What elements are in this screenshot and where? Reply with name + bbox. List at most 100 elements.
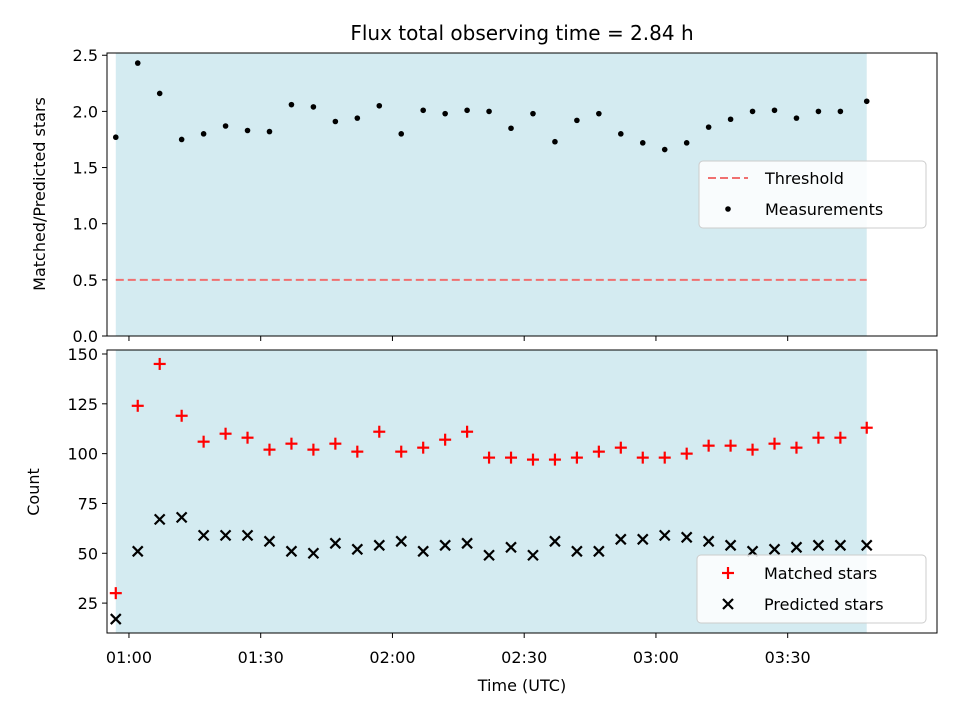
- cross-b: [860, 539, 873, 552]
- matched-star-point: [570, 451, 583, 464]
- y-tick-label: 125: [67, 395, 98, 414]
- predicted-star-point: [636, 533, 649, 546]
- measurement-point: [639, 140, 646, 146]
- predicted-star-point: [439, 539, 451, 552]
- cross-b: [702, 535, 715, 548]
- legend-box: [696, 554, 927, 624]
- cross-b: [571, 545, 583, 558]
- measurement-point: [354, 115, 361, 121]
- cross-b: [658, 529, 671, 542]
- predicted-star-point: [549, 535, 561, 548]
- cross-b: [461, 537, 473, 550]
- measurement-point: [837, 108, 844, 115]
- matched-star-point: [395, 445, 408, 458]
- measurement-point: [266, 128, 273, 135]
- cross-b: [110, 613, 122, 625]
- measurement-point: [310, 104, 317, 110]
- measurement-point: [596, 110, 602, 117]
- measurement-point: [863, 98, 870, 105]
- predicted-star-point: [483, 549, 495, 562]
- cross-b: [724, 539, 737, 552]
- measurement-point: [793, 115, 800, 121]
- plot-frame: [106, 52, 938, 337]
- matched-star-point: [724, 439, 737, 452]
- cross-b: [373, 539, 386, 552]
- predicted-star-point: [571, 545, 583, 558]
- measurement-point: [156, 90, 163, 97]
- measurement-point: [771, 107, 778, 114]
- predicted-star-point: [812, 539, 825, 552]
- bottom-legend: Matched stars Predicted stars: [696, 554, 927, 624]
- legend-measurements-label: Measurements: [765, 200, 883, 219]
- cross-b: [197, 529, 210, 542]
- matched-star-point: [439, 433, 452, 446]
- y-tick-label: 0.5: [73, 271, 98, 290]
- predicted-star-point: [329, 537, 342, 550]
- matched-star-point: [834, 431, 847, 444]
- y-tick-label: 100: [67, 445, 98, 464]
- y-tick-label: 0.0: [73, 327, 98, 346]
- cross-b: [285, 545, 298, 558]
- cross-b: [329, 537, 342, 550]
- legend-predicted-swatch: [722, 598, 734, 610]
- matched-star-point: [373, 425, 386, 438]
- measurement-point: [749, 108, 756, 115]
- cross-b: [417, 545, 429, 558]
- matched-star-point: [680, 447, 693, 460]
- cross-b: [768, 543, 781, 556]
- cross-b: [636, 533, 649, 546]
- plot-frame: [106, 349, 938, 634]
- predicted-star-point: [110, 613, 122, 625]
- legend-matched-label: Matched stars: [764, 564, 877, 583]
- matched-star-point: [505, 451, 518, 464]
- measurement-point: [420, 107, 426, 114]
- cross-b: [307, 547, 320, 560]
- matched-star-point: [241, 431, 254, 444]
- predicted-star-point: [790, 541, 803, 554]
- matched-star-point: [351, 445, 364, 458]
- matched-star-point: [636, 451, 649, 464]
- matched-star-point: [746, 443, 759, 456]
- y-tick-label: 50: [78, 544, 98, 563]
- predicted-star-point: [285, 545, 298, 558]
- measurement-point: [486, 108, 492, 115]
- x-tick-label: 02:30: [501, 648, 547, 667]
- measurement-point: [552, 138, 558, 145]
- bottom-y-axis-label: Count: [24, 468, 43, 516]
- cross-b: [263, 535, 276, 548]
- matched-star-point: [548, 453, 561, 466]
- matched-star-point: [109, 587, 122, 600]
- predicted-star-point: [197, 529, 210, 542]
- matched-star-point: [592, 445, 605, 458]
- cross-b: [527, 549, 539, 562]
- legend-threshold-label: Threshold: [764, 169, 844, 188]
- predicted-star-point: [219, 529, 232, 542]
- matched-star-point: [658, 451, 671, 464]
- cross-b: [549, 535, 561, 548]
- y-tick-label: 2.0: [73, 102, 98, 121]
- measurement-point: [815, 108, 822, 115]
- y-tick-label: 1.5: [73, 159, 98, 178]
- measurement-point: [134, 60, 141, 66]
- cross-b: [593, 545, 605, 558]
- predicted-star-point: [263, 535, 276, 548]
- measurement-point: [530, 110, 536, 117]
- x-tick-label: 02:00: [369, 648, 415, 667]
- matched-star-point: [702, 439, 715, 452]
- matched-star-point: [483, 451, 496, 464]
- cross-b: [790, 541, 803, 554]
- legend-matched-swatch: [722, 567, 734, 579]
- measurement-point: [705, 124, 712, 130]
- predicted-star-point: [505, 541, 517, 554]
- matched-star-point: [175, 409, 188, 422]
- matched-star-point: [285, 437, 298, 450]
- top-panel: 0.0 0.5 1.0 1.5 2.0 2.5 Matched/Predicted sta…: [30, 46, 938, 346]
- predicted-star-point: [417, 545, 429, 558]
- predicted-star-point: [615, 533, 627, 546]
- x-tick-label: 03:00: [633, 648, 679, 667]
- chart-title: Flux total observing time = 2.84 h: [350, 21, 693, 45]
- matched-star-point: [153, 357, 166, 370]
- legend-predicted-label: Predicted stars: [764, 595, 884, 614]
- predicted-star-point: [373, 539, 386, 552]
- measurement-point: [398, 131, 405, 137]
